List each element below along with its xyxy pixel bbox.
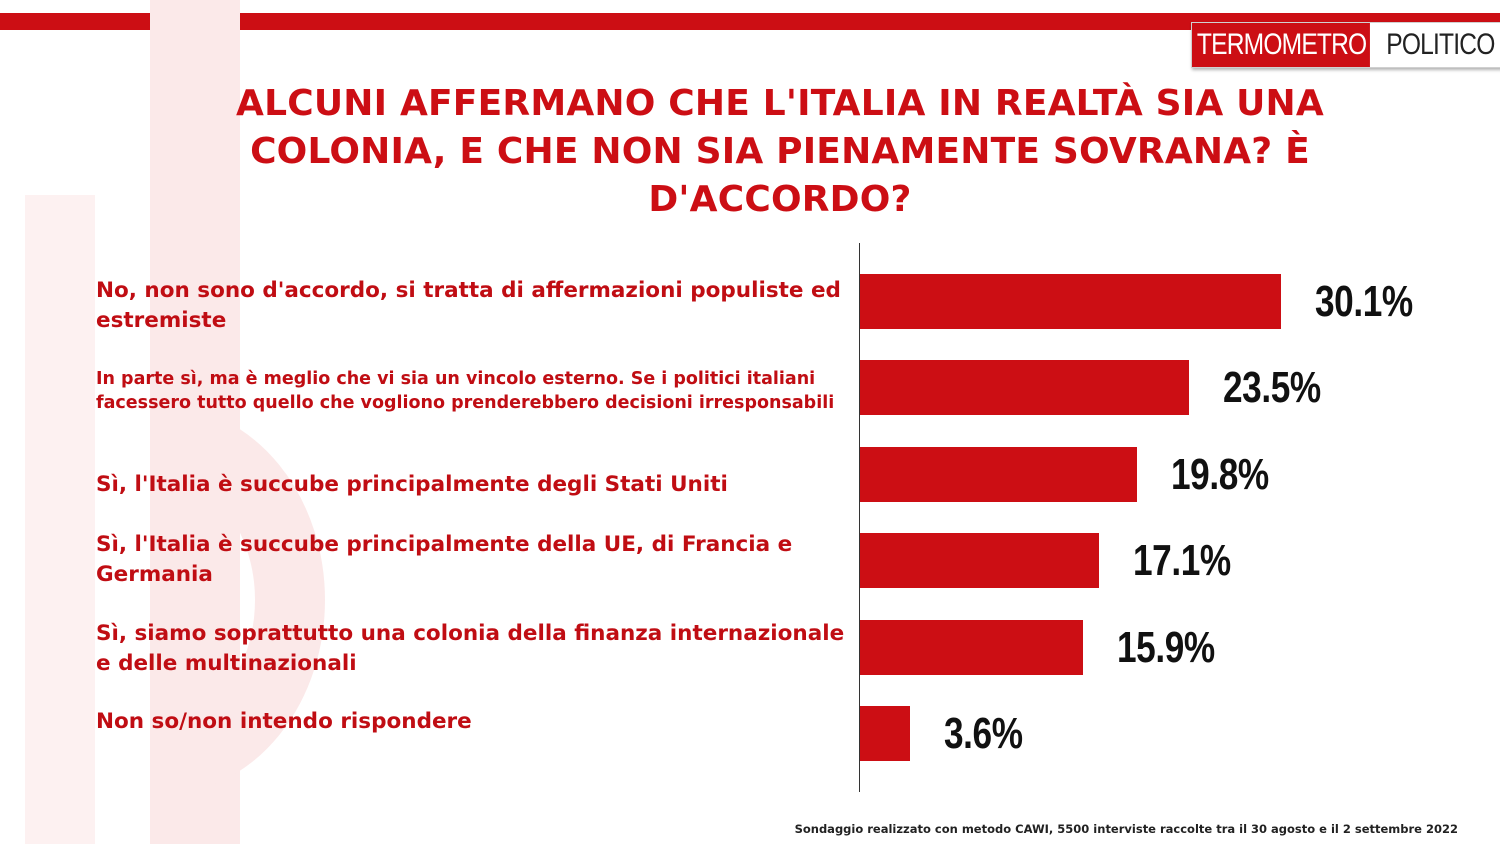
bar (860, 619, 1083, 675)
data-label: 17.1% (1133, 536, 1232, 586)
bar (860, 533, 1100, 589)
data-label: 30.1% (1315, 277, 1414, 326)
category-axis-line (859, 243, 860, 792)
bar (860, 274, 1282, 329)
logo-part-2: POLITICO (1385, 28, 1495, 61)
category-label: Sì, l'Italia è succube principalmente de… (96, 532, 793, 587)
data-label: 15.9% (1116, 622, 1215, 672)
category-label: Sì, l'Italia è succube principalmente de… (96, 472, 728, 497)
bar (860, 360, 1189, 416)
category-label: In parte sì, ma è meglio che vi sia un v… (96, 369, 835, 413)
data-label: 19.8% (1171, 449, 1269, 499)
category-label: Non so/non intendo rispondere (96, 709, 472, 734)
bar (860, 446, 1138, 502)
bar (860, 706, 911, 761)
category-label: No, non sono d'accordo, si tratta di aff… (96, 278, 841, 333)
survey-footnote: Sondaggio realizzato con metodo CAWI, 55… (794, 822, 1458, 836)
termometro-politico-logo: TERMOMETRO POLITICO (1191, 22, 1500, 68)
category-label: Sì, siamo soprattutto una colonia della … (96, 621, 845, 676)
data-label: 3.6% (944, 709, 1024, 758)
logo-part-1: TERMOMETRO (1192, 23, 1370, 67)
chart-title: ALCUNI AFFERMANO CHE L'ITALIA IN REALTÀ … (236, 83, 1324, 220)
data-label: 23.5% (1223, 363, 1321, 413)
top-accent-bar (0, 13, 1500, 30)
